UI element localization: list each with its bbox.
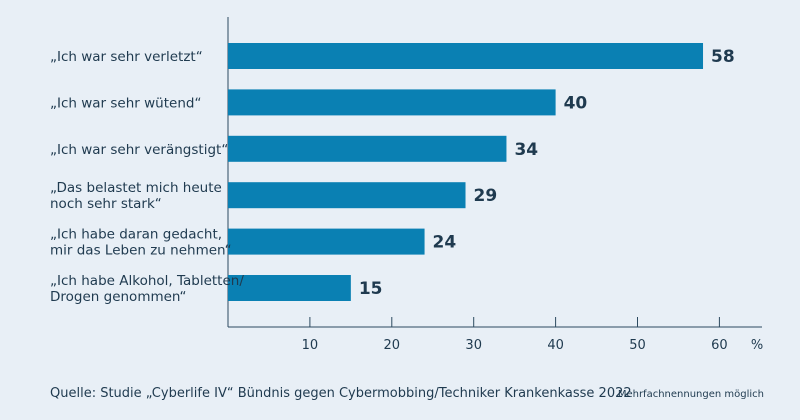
source-note: Quelle: Studie „Cyberlife IV“ Bündnis ge… — [50, 386, 632, 401]
category-label: „Ich war sehr verletzt“ — [50, 49, 203, 65]
category-label-line: „Ich war sehr verängstigt“ — [50, 142, 228, 158]
value-label: 29 — [474, 186, 498, 206]
x-tick-label: 20 — [384, 338, 401, 353]
category-label: „Das belastet mich heute noch sehr stark“ — [50, 180, 222, 212]
value-label: 40 — [564, 93, 588, 113]
bar — [228, 135, 507, 162]
category-label-line: Drogen genommen“ — [50, 289, 187, 305]
category-label: „Ich habe Alkohol, Tabletten/Drogen geno… — [50, 273, 244, 305]
category-label-line: „Ich war sehr verletzt“ — [50, 49, 203, 65]
x-tick-label: 30 — [465, 338, 482, 353]
value-label: 15 — [359, 279, 383, 299]
value-label: 24 — [433, 233, 457, 253]
value-label: 34 — [514, 140, 538, 160]
category-label: „Ich habe daran gedacht, mir das Leben zu… — [50, 227, 232, 259]
bar — [228, 228, 425, 255]
x-tick-label: 40 — [547, 338, 564, 353]
category-label-line: noch sehr stark“ — [50, 196, 162, 212]
bar — [228, 89, 556, 116]
x-tick-label: 60 — [711, 338, 728, 353]
multiple-answers-note: Mehrfachnennungen möglich — [617, 389, 764, 400]
category-label-line: „Das belastet mich heute — [50, 180, 222, 196]
category-label-line: mir das Leben zu nehmen“ — [50, 243, 232, 259]
x-tick-label: 50 — [629, 338, 646, 353]
category-label-line: „Ich war sehr wütend“ — [50, 95, 201, 111]
bar — [228, 182, 466, 209]
bar — [228, 43, 704, 69]
x-unit-label: % — [751, 338, 763, 353]
category-label: „Ich war sehr wütend“ — [50, 95, 201, 111]
value-label: 58 — [711, 47, 735, 67]
x-tick-label: 10 — [302, 338, 319, 353]
category-label-line: „Ich habe daran gedacht, — [50, 227, 222, 243]
category-label: „Ich war sehr verängstigt“ — [50, 142, 228, 158]
bar — [228, 275, 351, 301]
category-label-line: „Ich habe Alkohol, Tabletten/ — [50, 273, 244, 289]
bar-chart: 10 20 30 40 50 60 % 58 „Ich war sehr verletzt“ 40… — [50, 17, 763, 353]
